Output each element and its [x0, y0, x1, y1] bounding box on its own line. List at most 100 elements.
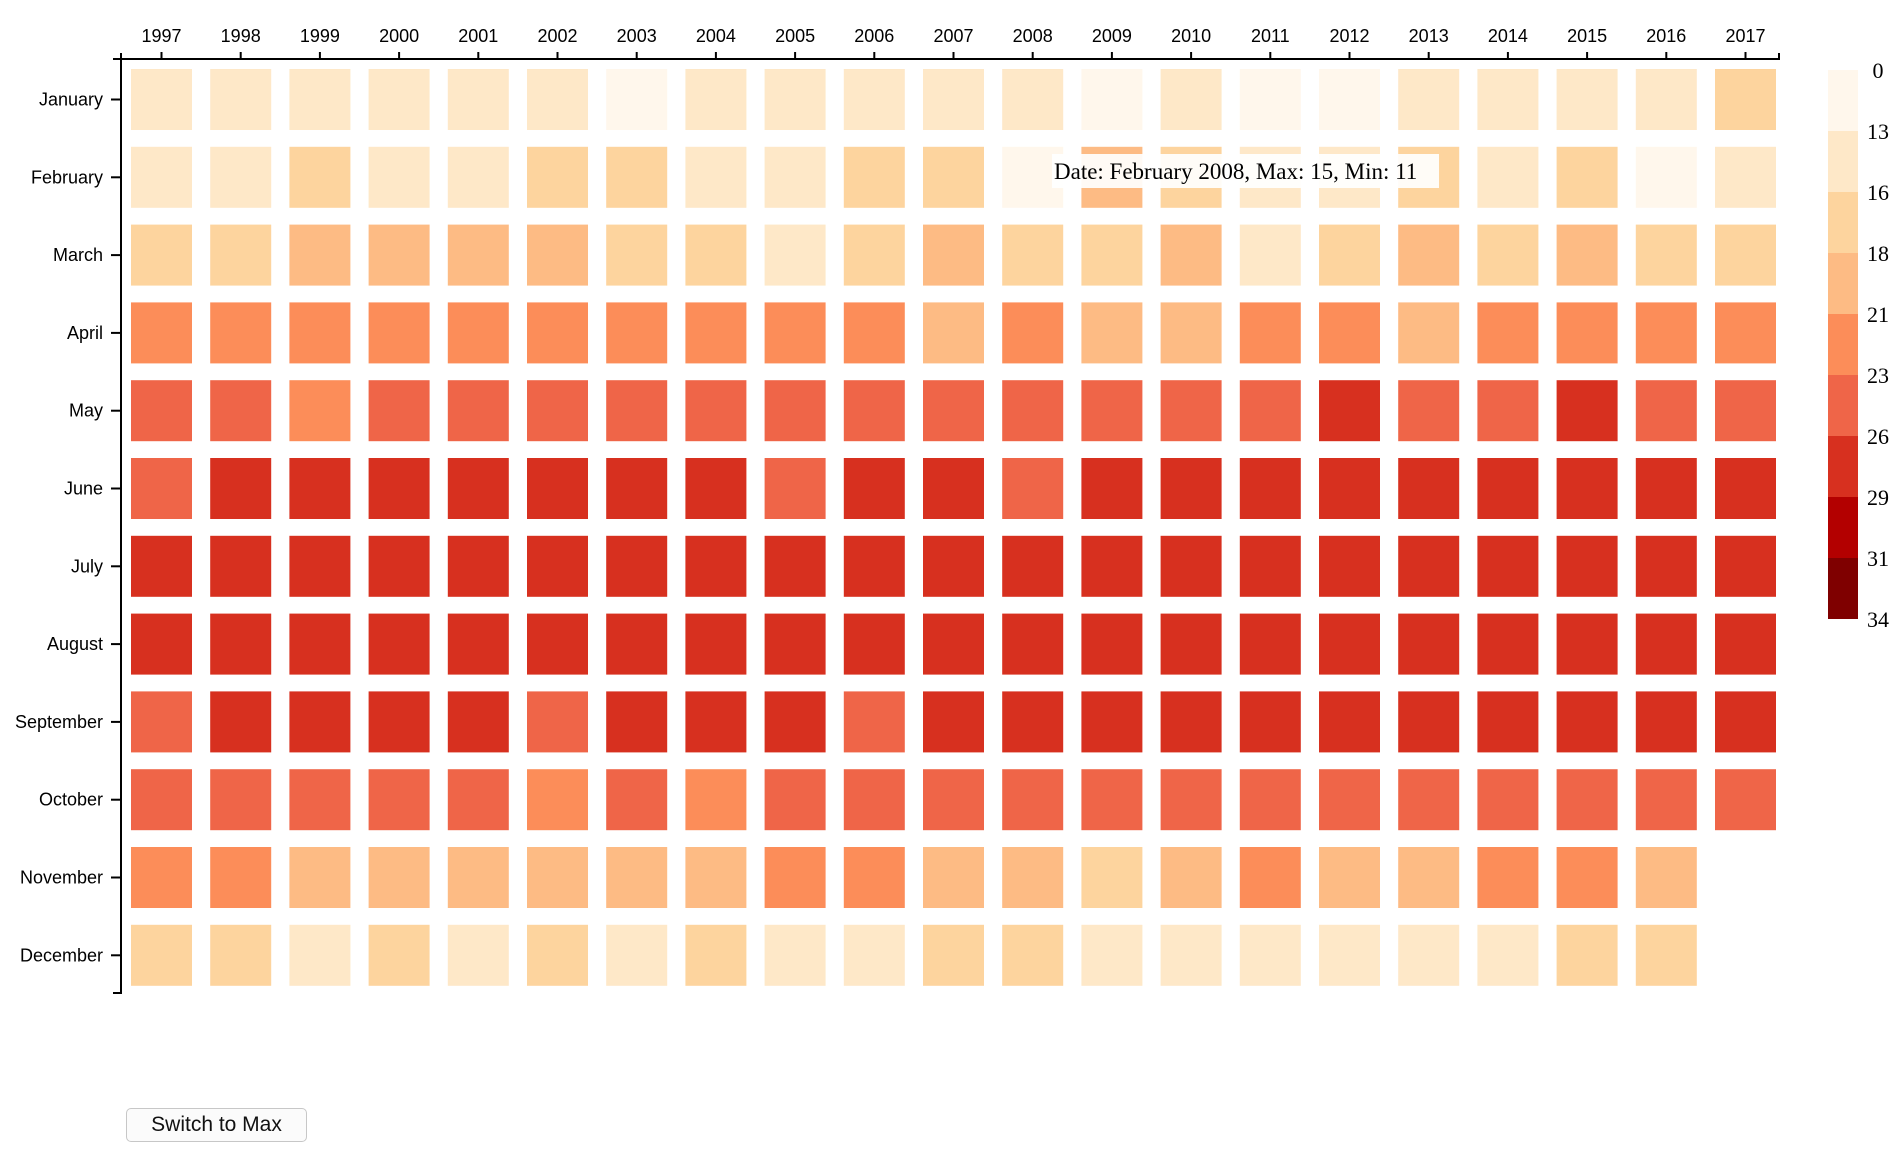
heatmap-cell[interactable]	[1556, 224, 1618, 286]
heatmap-cell[interactable]	[527, 302, 588, 364]
heatmap-cell[interactable]	[606, 924, 668, 986]
heatmap-cell[interactable]	[843, 924, 905, 986]
heatmap-cell[interactable]	[1398, 613, 1460, 675]
heatmap-cell[interactable]	[1160, 613, 1222, 675]
heatmap-cell[interactable]	[368, 769, 430, 831]
heatmap-cell[interactable]	[527, 613, 588, 675]
heatmap-cell[interactable]	[685, 769, 747, 831]
heatmap-cell[interactable]	[764, 535, 826, 597]
heatmap-cell[interactable]	[1319, 691, 1380, 753]
heatmap-cell[interactable]	[447, 613, 509, 675]
heatmap-cell[interactable]	[764, 613, 826, 675]
heatmap-cell[interactable]	[447, 224, 509, 286]
heatmap-cell[interactable]	[1002, 847, 1064, 908]
heatmap-cell[interactable]	[1477, 691, 1539, 753]
heatmap-cell[interactable]	[1239, 924, 1301, 986]
heatmap-cell[interactable]	[1398, 69, 1460, 130]
heatmap-cell[interactable]	[289, 69, 351, 130]
heatmap-cell[interactable]	[1081, 302, 1143, 364]
heatmap-cell[interactable]	[1715, 691, 1776, 753]
heatmap-cell[interactable]	[289, 380, 351, 442]
heatmap-cell[interactable]	[368, 146, 430, 208]
heatmap-cell[interactable]	[131, 924, 192, 986]
heatmap-cell[interactable]	[1556, 535, 1618, 597]
heatmap-cell[interactable]	[1635, 69, 1697, 130]
heatmap-cell[interactable]	[1081, 458, 1143, 519]
heatmap-cell[interactable]	[1002, 769, 1064, 831]
heatmap-cell[interactable]	[1160, 535, 1222, 597]
heatmap-cell[interactable]	[1715, 146, 1776, 208]
heatmap-cell[interactable]	[1635, 924, 1697, 986]
heatmap-cell[interactable]	[210, 458, 272, 519]
heatmap-cell[interactable]	[289, 847, 351, 908]
heatmap-cell[interactable]	[1160, 302, 1222, 364]
heatmap-cell[interactable]	[527, 847, 588, 908]
heatmap-cell[interactable]	[527, 146, 588, 208]
heatmap-cell[interactable]	[1319, 224, 1380, 286]
heatmap-cell[interactable]	[1556, 769, 1618, 831]
heatmap-cell[interactable]	[447, 535, 509, 597]
heatmap-cell[interactable]	[1319, 613, 1380, 675]
heatmap-cell[interactable]	[131, 691, 192, 753]
heatmap-cell[interactable]	[1081, 69, 1143, 130]
heatmap-cell[interactable]	[368, 535, 430, 597]
heatmap-cell[interactable]	[1398, 380, 1460, 442]
heatmap-cell[interactable]	[1635, 613, 1697, 675]
heatmap-cell[interactable]	[606, 458, 668, 519]
heatmap-cell[interactable]	[1239, 458, 1301, 519]
heatmap-cell[interactable]	[1635, 146, 1697, 208]
heatmap-cell[interactable]	[1556, 691, 1618, 753]
heatmap-cell[interactable]	[447, 69, 509, 130]
heatmap-cell[interactable]	[1081, 924, 1143, 986]
heatmap-cell[interactable]	[527, 458, 588, 519]
heatmap-cell[interactable]	[1002, 613, 1064, 675]
heatmap-cell[interactable]	[1160, 769, 1222, 831]
heatmap-cell[interactable]	[1160, 224, 1222, 286]
heatmap-cell[interactable]	[1398, 302, 1460, 364]
heatmap-cell[interactable]	[1635, 380, 1697, 442]
heatmap-cell[interactable]	[1319, 535, 1380, 597]
heatmap-cell[interactable]	[131, 458, 192, 519]
heatmap-cell[interactable]	[923, 458, 984, 519]
heatmap-cell[interactable]	[764, 924, 826, 986]
heatmap-cell[interactable]	[764, 380, 826, 442]
heatmap-cell[interactable]	[1477, 769, 1539, 831]
heatmap-cell[interactable]	[1319, 458, 1380, 519]
heatmap-cell[interactable]	[1477, 847, 1539, 908]
heatmap-cell[interactable]	[131, 380, 192, 442]
heatmap-cell[interactable]	[1239, 224, 1301, 286]
heatmap-cell[interactable]	[131, 847, 192, 908]
heatmap-cell[interactable]	[131, 769, 192, 831]
heatmap-cell[interactable]	[923, 146, 984, 208]
heatmap-cell[interactable]	[447, 769, 509, 831]
heatmap-cell[interactable]	[843, 613, 905, 675]
heatmap-cell[interactable]	[1002, 224, 1064, 286]
heatmap-cell[interactable]	[1556, 847, 1618, 908]
heatmap-cell[interactable]	[843, 769, 905, 831]
heatmap-cell[interactable]	[210, 924, 272, 986]
heatmap-cell[interactable]	[1477, 458, 1539, 519]
heatmap-cell[interactable]	[1319, 769, 1380, 831]
heatmap-cell[interactable]	[923, 924, 984, 986]
heatmap-cell[interactable]	[923, 535, 984, 597]
heatmap-cell[interactable]	[1002, 691, 1064, 753]
heatmap-cell[interactable]	[1239, 691, 1301, 753]
heatmap-cell[interactable]	[368, 69, 430, 130]
heatmap-cell[interactable]	[447, 146, 509, 208]
heatmap-cell[interactable]	[1477, 535, 1539, 597]
switch-to-max-button[interactable]: Switch to Max	[126, 1108, 307, 1142]
heatmap-cell[interactable]	[447, 691, 509, 753]
heatmap-cell[interactable]	[289, 146, 351, 208]
heatmap-cell[interactable]	[1319, 302, 1380, 364]
heatmap-cell[interactable]	[368, 458, 430, 519]
heatmap-cell[interactable]	[1477, 146, 1539, 208]
heatmap-cell[interactable]	[606, 69, 668, 130]
heatmap-cell[interactable]	[685, 458, 747, 519]
heatmap-cell[interactable]	[1477, 302, 1539, 364]
heatmap-cell[interactable]	[131, 535, 192, 597]
heatmap-cell[interactable]	[843, 535, 905, 597]
heatmap-cell[interactable]	[1398, 535, 1460, 597]
heatmap-cell[interactable]	[1398, 458, 1460, 519]
heatmap-cell[interactable]	[447, 924, 509, 986]
heatmap-cell[interactable]	[1715, 302, 1776, 364]
